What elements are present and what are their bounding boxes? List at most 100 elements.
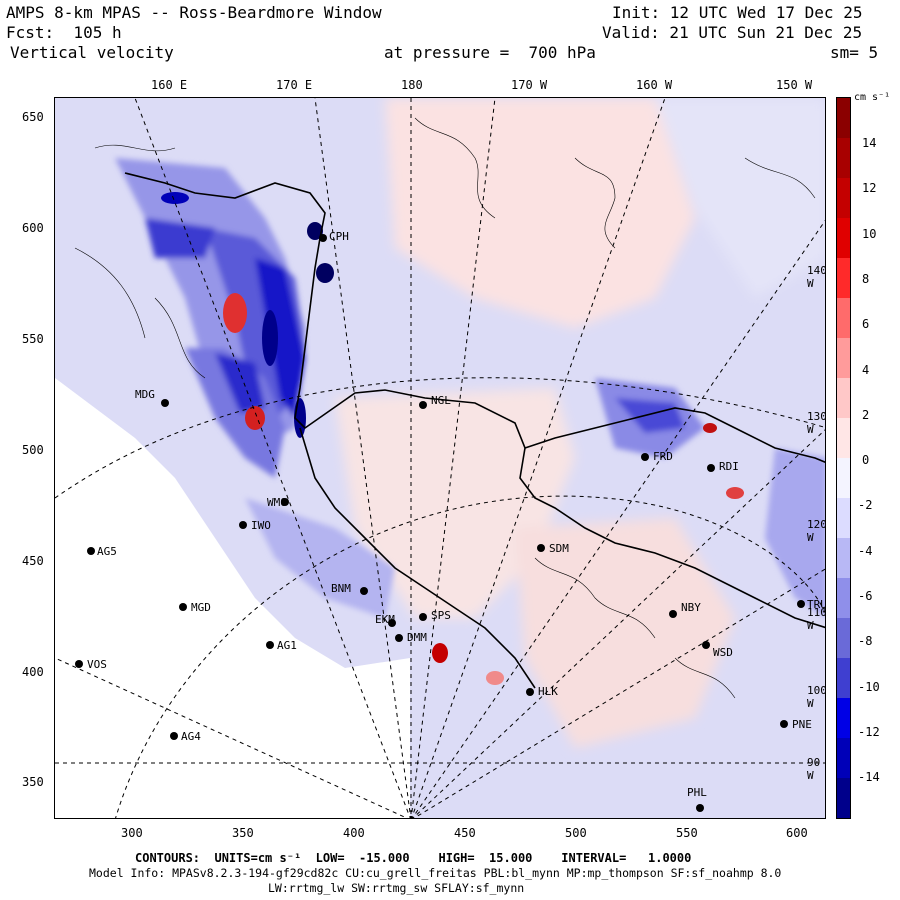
meridian-140w: 140 W <box>807 264 826 290</box>
grid-lines <box>55 98 825 818</box>
station-mgd: MGD <box>191 601 211 614</box>
station-hlk: HLK <box>538 685 558 698</box>
station-frd: FRD <box>653 450 673 463</box>
station-vos: VOS <box>87 658 107 671</box>
station-dot <box>266 641 274 649</box>
station-ag4: AG4 <box>181 730 201 743</box>
colorbar-tick-label: 14 <box>862 136 877 150</box>
y-tick-400: 400 <box>22 665 44 679</box>
colorbar-tick-label: -6 <box>858 589 873 603</box>
station-rdi: RDI <box>719 460 739 473</box>
colorbar-tick-label: 10 <box>862 226 877 241</box>
field-name: Vertical velocity <box>10 43 174 62</box>
station-mdg: MDG <box>135 388 155 401</box>
strong-downdraft-cells <box>161 192 334 438</box>
station-dot <box>797 600 805 608</box>
station-cph: CPH <box>329 230 349 243</box>
station-phl: PHL <box>687 786 707 799</box>
x-tick-550: 550 <box>676 826 698 840</box>
station-dot <box>707 464 715 472</box>
station-dot <box>537 544 545 552</box>
colorbar-tick-label: 6 <box>862 317 870 332</box>
lon-tick-150w: 150 W <box>776 78 813 92</box>
contours-low: LOW= -15.000 <box>315 851 410 865</box>
map-graphic <box>55 98 825 818</box>
x-tick-300: 300 <box>121 826 143 840</box>
colorbar-units: cm s⁻¹ <box>854 92 891 103</box>
colorbar-tick-label: 4 <box>862 362 870 377</box>
y-tick-600: 600 <box>22 221 44 235</box>
station-dot <box>526 688 534 696</box>
station-dmm: DMM <box>407 631 427 644</box>
y-tick-550: 550 <box>22 332 44 346</box>
station-dot <box>419 613 427 621</box>
colorbar-tick-label: -2 <box>858 498 873 513</box>
lon-tick-170e: 170 E <box>276 78 313 92</box>
station-dot <box>641 453 649 461</box>
station-dot <box>388 619 396 627</box>
model-info: Model Info: MPASv8.2.3-194-gf29cd82c CU:… <box>89 866 782 880</box>
footer-contours: CONTOURS: UNITS=cm s⁻¹ LOW= -15.000 HIGH… <box>135 851 691 865</box>
map-title: AMPS 8-km MPAS -- Ross-Beardmore Window <box>6 3 382 22</box>
station-ekm: EKM <box>375 613 395 626</box>
colorbar-tick-label: -4 <box>858 543 873 558</box>
station-sdm: SDM <box>549 542 569 555</box>
upward-motion-areas <box>335 98 825 748</box>
colorbar-tick-label: 12 <box>862 181 877 196</box>
y-tick-650: 650 <box>22 110 44 124</box>
contour-lines <box>74 117 816 699</box>
downward-motion-areas <box>115 158 825 618</box>
x-tick-400: 400 <box>343 826 365 840</box>
station-dot <box>780 720 788 728</box>
lon-tick-170w: 170 W <box>511 78 548 92</box>
colorbar-tick-label: -14 <box>858 770 880 785</box>
station-dot <box>419 401 427 409</box>
vertical-velocity-map: CPH NGL MDG WMO IWO AG5 MGD AG1 VOS AG4 … <box>54 97 826 819</box>
station-sps: SPS <box>431 609 451 622</box>
meridian-100w: 100 W <box>807 684 826 710</box>
x-tick-450: 450 <box>454 826 476 840</box>
x-tick-600: 600 <box>786 826 808 840</box>
station-dot <box>696 804 704 812</box>
masked-terrain <box>55 378 410 818</box>
valid-time: Valid: 21 UTC Sun 21 Dec 25 <box>602 23 863 42</box>
station-ngl: NGL <box>431 394 451 407</box>
contours-interval: INTERVAL= 1.0000 <box>561 851 692 865</box>
y-tick-350: 350 <box>22 775 44 789</box>
colorbar-tick-label: -8 <box>858 634 873 649</box>
station-dot <box>360 587 368 595</box>
meridian-90w: 90 W <box>807 756 821 782</box>
station-bnm: BNM <box>331 582 351 595</box>
x-tick-350: 350 <box>232 826 254 840</box>
station-ag5: AG5 <box>97 545 117 558</box>
y-tick-500: 500 <box>22 443 44 457</box>
contours-label: CONTOURS: <box>135 851 201 865</box>
coastline <box>124 172 825 689</box>
contours-units: UNITS=cm s⁻¹ <box>214 851 302 865</box>
colorbar-tick-label: -10 <box>858 679 880 694</box>
meridian-120w: 120 W <box>807 518 826 544</box>
station-nby: NBY <box>681 601 701 614</box>
lon-tick-180: 180 <box>401 78 423 92</box>
station-dot <box>669 610 677 618</box>
station-wmo: WMO <box>267 496 287 509</box>
meridian-130w: 130 W <box>807 410 826 436</box>
contours-high: HIGH= 15.000 <box>438 851 533 865</box>
colorbar-tick-label: 2 <box>862 407 870 422</box>
station-iwo: IWO <box>251 519 271 532</box>
model-info-2: LW:rrtmg_lw SW:rrtmg_sw SFLAY:sf_mynn <box>268 881 525 895</box>
station-pne: PNE <box>792 718 812 731</box>
y-tick-450: 450 <box>22 554 44 568</box>
colorbar-tick-label: 0 <box>862 453 870 468</box>
pressure-level: at pressure = 700 hPa <box>384 43 596 62</box>
station-dot <box>239 521 247 529</box>
station-dot <box>281 498 289 506</box>
init-time: Init: 12 UTC Wed 17 Dec 25 <box>612 3 863 22</box>
station-wsd: WSD <box>713 646 733 659</box>
lon-tick-160w: 160 W <box>636 78 673 92</box>
station-dot <box>75 660 83 668</box>
station-tru: TRU <box>807 598 826 611</box>
lon-tick-160e: 160 E <box>151 78 188 92</box>
station-dot <box>395 634 403 642</box>
station-dot <box>179 603 187 611</box>
